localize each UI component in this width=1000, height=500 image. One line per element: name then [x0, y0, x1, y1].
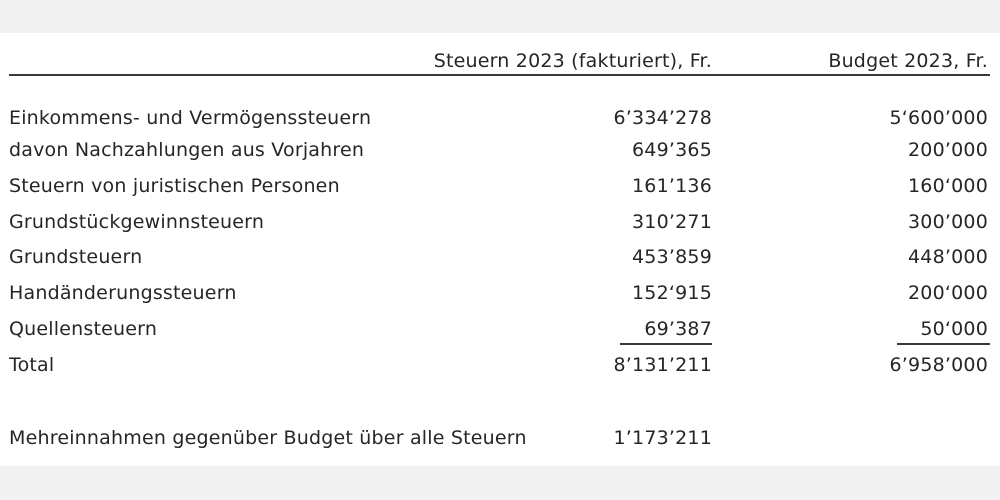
- row-value-budget: 160‘000: [908, 175, 988, 197]
- subtotal-rule-taxes: [620, 343, 712, 345]
- row-value-taxes: 161’136: [632, 175, 712, 197]
- total-value-taxes: 8’131’211: [613, 354, 712, 376]
- row-label: Grundstückgewinnsteuern: [9, 211, 265, 233]
- row-value-budget: 200‘000: [908, 282, 988, 304]
- row-value-taxes: 152‘915: [632, 282, 712, 304]
- row-label: Quellensteuern: [9, 318, 158, 340]
- row-value-budget: 300’000: [908, 211, 988, 233]
- row-value-budget: 50‘000: [920, 318, 988, 340]
- header-col-taxes-2023: Steuern 2023 (fakturiert), Fr.: [433, 50, 712, 72]
- summary-label: Mehreinnahmen gegenüber Budget über alle…: [9, 427, 527, 449]
- total-value-budget: 6’958’000: [889, 354, 988, 376]
- row-label: Handänderungssteuern: [9, 282, 237, 304]
- row-value-budget: 5‘600’000: [889, 107, 988, 129]
- row-label: Steuern von juristischen Personen: [9, 175, 340, 197]
- row-label: Grundsteuern: [9, 246, 143, 268]
- row-value-budget: 448’000: [908, 246, 988, 268]
- row-value-taxes: 6’334’278: [613, 107, 712, 129]
- row-label: Einkommens- und Vermögenssteuern: [9, 107, 372, 129]
- header-rule: [9, 74, 990, 76]
- subtotal-rule-budget: [897, 343, 990, 345]
- header-col-budget-2023: Budget 2023, Fr.: [828, 50, 988, 72]
- row-label: davon Nachzahlungen aus Vorjahren: [9, 139, 365, 161]
- row-value-taxes: 453’859: [632, 246, 712, 268]
- row-value-taxes: 69’387: [644, 318, 712, 340]
- row-value-budget: 200’000: [908, 139, 988, 161]
- total-label: Total: [9, 354, 55, 376]
- tax-table: Steuern 2023 (fakturiert), Fr. Budget 20…: [0, 33, 1000, 466]
- row-value-taxes: 310’271: [632, 211, 712, 233]
- row-value-taxes: 649’365: [632, 139, 712, 161]
- summary-value: 1’173’211: [613, 427, 712, 449]
